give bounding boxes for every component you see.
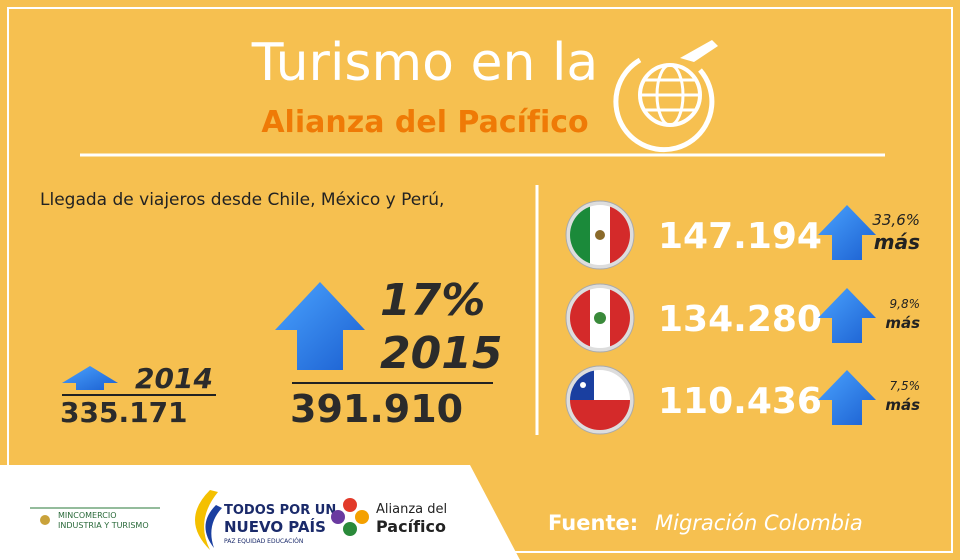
year-before: 2014 <box>135 362 213 395</box>
logo3-mark <box>331 498 369 536</box>
intro: Llegada de viajeros desde Chile, México … <box>40 190 444 210</box>
logo1-line1: MINCOMERCIO <box>58 511 117 520</box>
logo3-line2: Pacífico <box>376 517 446 536</box>
flag-mexico <box>565 200 635 270</box>
value-after: 391.910 <box>290 387 463 431</box>
globe-icon <box>613 40 718 153</box>
arrow <box>818 370 876 425</box>
logo-emblem <box>40 515 50 525</box>
source: Migración Colombia <box>655 511 863 535</box>
arrow-small <box>62 366 118 390</box>
arrow <box>818 288 876 343</box>
arrow <box>818 205 876 260</box>
subtitle: Alianza del Pacífico <box>261 105 588 140</box>
title: Turismo en la <box>251 33 599 93</box>
country-more: más <box>885 314 920 332</box>
arrow-big <box>275 282 365 370</box>
country-growth: 7,5% <box>890 379 921 393</box>
country-more: más <box>874 230 920 254</box>
country-value: 134.280 <box>658 299 822 340</box>
footer-panel <box>0 465 520 560</box>
logo1-line2: INDUSTRIA Y TURISMO <box>58 521 149 530</box>
logo3-line1: Alianza del <box>376 502 447 517</box>
flag-chile <box>565 365 635 435</box>
country-growth: 33,6% <box>872 211 920 229</box>
logo2-line3: PAZ EQUIDAD EDUCACIÓN <box>224 538 303 545</box>
logo2-line2: NUEVO PAÍS <box>224 517 326 536</box>
country-growth: 9,8% <box>890 297 921 311</box>
value-before: 335.171 <box>60 396 188 429</box>
source-label: Fuente: <box>548 511 638 535</box>
growth: 17% <box>380 275 485 326</box>
logo2-mark <box>195 490 218 550</box>
country-value: 110.436 <box>658 381 822 422</box>
logo2-mark <box>205 505 222 548</box>
year-after: 2015 <box>380 328 502 379</box>
country-value: 147.194 <box>658 216 822 257</box>
logo2-line1: TODOS POR UN <box>224 503 336 518</box>
country-more: más <box>885 396 920 414</box>
flag-peru <box>565 283 635 353</box>
